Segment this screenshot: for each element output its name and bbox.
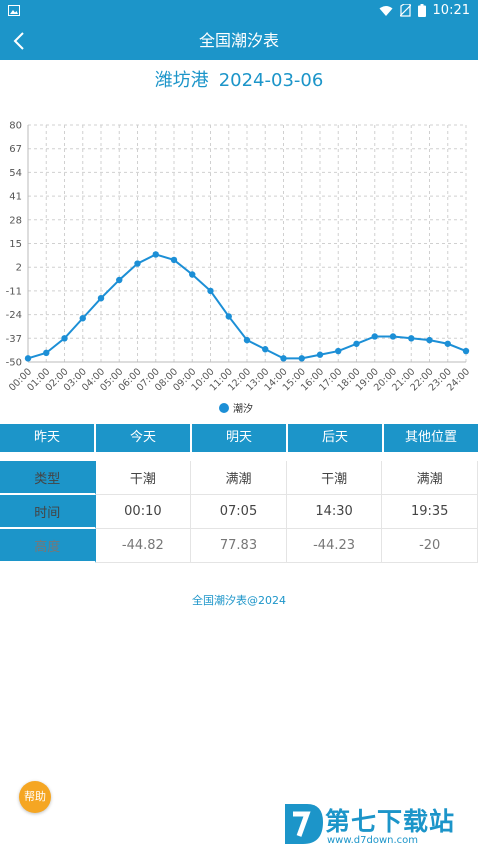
y-tick-label: 54	[9, 168, 22, 179]
data-point	[43, 349, 50, 357]
tab-other-location[interactable]: 其他位置	[384, 424, 478, 452]
table-cell: 77.83	[191, 529, 287, 563]
table-cell: 干潮	[95, 461, 192, 495]
data-point	[444, 340, 451, 347]
wifi-icon	[379, 5, 393, 16]
data-point	[243, 336, 251, 344]
table-cell: 19:35	[382, 495, 478, 529]
data-point	[97, 294, 105, 302]
watermark-logo-icon	[285, 804, 323, 844]
table-cell: 干潮	[286, 461, 383, 495]
y-tick-label: 41	[9, 192, 22, 203]
row-label-type: 类型	[0, 461, 96, 495]
status-time: 10:21	[432, 3, 470, 18]
table-row: 类型 干潮 满潮 干潮 满潮	[0, 461, 478, 495]
row-label-time: 时间	[0, 495, 96, 529]
data-point	[262, 346, 269, 353]
footer-copyright[interactable]: 全国潮汐表@2024	[192, 594, 286, 607]
data-point	[462, 347, 470, 355]
y-tick-label: -24	[6, 310, 22, 321]
table-row: 时间 00:10 07:05 14:30 19:35	[0, 495, 478, 529]
chevron-left-icon[interactable]	[10, 30, 30, 52]
y-tick-label: 28	[9, 215, 22, 226]
watermark-name: 第七下载站	[325, 807, 456, 836]
data-point	[353, 340, 360, 347]
y-tick-label: 2	[16, 263, 22, 274]
legend-marker	[219, 403, 229, 413]
data-point	[316, 351, 324, 358]
page-title: 全国潮汐表	[198, 31, 279, 50]
tab-tomorrow[interactable]: 明天	[192, 424, 288, 452]
tide-date: 2024-03-06	[218, 70, 324, 91]
data-point	[24, 355, 32, 362]
legend-label: 潮汐	[233, 402, 253, 415]
data-point	[207, 287, 214, 295]
table-row: 高度 -44.82 77.83 -44.23 -20	[0, 529, 478, 563]
table-cell: -44.82	[95, 529, 192, 563]
data-point	[61, 335, 68, 342]
data-point	[170, 256, 178, 264]
data-point	[371, 333, 378, 340]
y-tick-label: 15	[9, 239, 22, 250]
data-point	[116, 276, 123, 284]
data-point	[189, 271, 196, 278]
y-tick-label: 67	[9, 144, 22, 155]
port-name: 潍坊港	[154, 70, 209, 91]
tab-day-after-tomorrow[interactable]: 后天	[288, 424, 384, 452]
data-point	[152, 251, 159, 258]
battery-icon	[417, 4, 426, 17]
table-cell: 满潮	[191, 461, 287, 495]
table-cell: 14:30	[286, 495, 383, 529]
row-label-height: 高度	[0, 529, 96, 563]
table-cell: -20	[382, 529, 478, 563]
status-bar: 10:21	[0, 0, 478, 22]
watermark: 第七下载站 www.d7down.com	[281, 800, 478, 850]
data-point	[389, 333, 397, 340]
y-tick-label: -50	[6, 358, 22, 369]
y-tick-label: -11	[6, 286, 22, 297]
tide-chart: 8067544128152-11-24-37-5000:0001:0002:00…	[6, 121, 472, 416]
table-cell: 满潮	[382, 461, 478, 495]
tide-table: 类型 干潮 满潮 干潮 满潮 时间 00:10 07:05 14:30 19:3…	[0, 461, 478, 563]
tab-today[interactable]: 今天	[96, 424, 192, 452]
data-point	[408, 335, 415, 342]
no-sim-icon	[399, 4, 411, 17]
data-point	[280, 355, 287, 362]
data-point	[79, 315, 86, 322]
y-tick-label: -37	[6, 334, 22, 345]
port-date-heading: 潍坊港 2024-03-06	[0, 66, 478, 92]
data-point	[335, 347, 342, 355]
y-tick-label: 80	[9, 121, 22, 132]
tab-yesterday[interactable]: 昨天	[0, 424, 96, 452]
image-icon	[8, 5, 20, 16]
watermark-url: www.d7down.com	[327, 835, 419, 846]
day-tabs: 昨天 今天 明天 后天 其他位置	[0, 424, 478, 452]
table-cell: -44.23	[286, 529, 383, 563]
data-point	[134, 260, 141, 267]
data-point	[298, 355, 305, 362]
help-button[interactable]: 帮助	[19, 781, 51, 813]
app-bar: 全国潮汐表	[0, 22, 478, 60]
data-point	[225, 313, 232, 320]
table-cell: 07:05	[191, 495, 287, 529]
data-point	[426, 336, 433, 344]
table-cell: 00:10	[95, 495, 192, 529]
